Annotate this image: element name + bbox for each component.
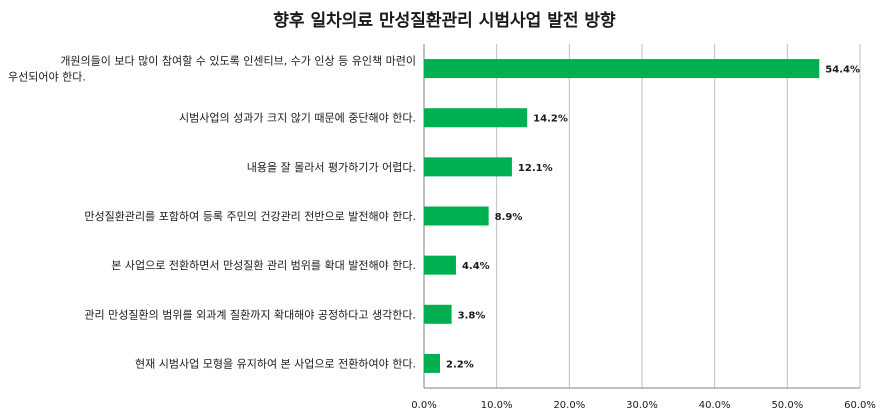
bar: [424, 255, 456, 275]
x-tick-label: 50.0%: [771, 400, 803, 411]
x-tick-label: 10.0%: [481, 400, 513, 411]
data-label: 8.9%: [495, 212, 523, 223]
x-tick-label: 60.0%: [844, 400, 876, 411]
data-label: 12.1%: [518, 163, 553, 174]
data-label: 14.2%: [533, 114, 568, 125]
category-label: 시범사업의 성과가 크지 않기 때문에 중단해야 한다.: [179, 111, 416, 125]
bar: [424, 157, 512, 177]
category-label: 관리 만성질환의 범위를 외과계 질환까지 확대해야 공정하다고 생각한다.: [84, 307, 416, 321]
category-label: 개원의들이 보다 많이 참여할 수 있도록 인센티브, 수가 인상 등 유인책 …: [60, 55, 416, 68]
bar: [424, 108, 528, 128]
bar: [424, 206, 489, 226]
category-label: 현재 시범사업 모형을 유지하여 본 사업으로 전환하여야 한다.: [135, 356, 416, 370]
data-label: 2.2%: [446, 359, 474, 370]
data-label: 54.4%: [825, 65, 860, 76]
category-label: 만성질환관리를 포함하여 등록 주민의 건강관리 전반으로 발전해야 한다.: [84, 209, 416, 223]
data-label: 4.4%: [462, 261, 490, 272]
bar: [424, 59, 820, 79]
x-tick-label: 40.0%: [699, 400, 731, 411]
chart-title: 향후 일차의료 만성질환관리 시범사업 발전 방향: [273, 11, 616, 31]
category-label: 우선되어야 한다.: [8, 71, 86, 84]
x-tick-label: 0.0%: [411, 400, 436, 411]
category-label: 본 사업으로 전환하면서 만성질환 관리 범위를 확대 발전해야 한다.: [111, 258, 416, 272]
x-tick-label: 20.0%: [553, 400, 585, 411]
x-tick-label: 30.0%: [626, 400, 658, 411]
category-label: 내용을 잘 몰라서 평가하기가 어렵다.: [247, 160, 416, 174]
bar: [424, 304, 452, 324]
bar: [424, 353, 440, 373]
data-label: 3.8%: [458, 310, 486, 321]
